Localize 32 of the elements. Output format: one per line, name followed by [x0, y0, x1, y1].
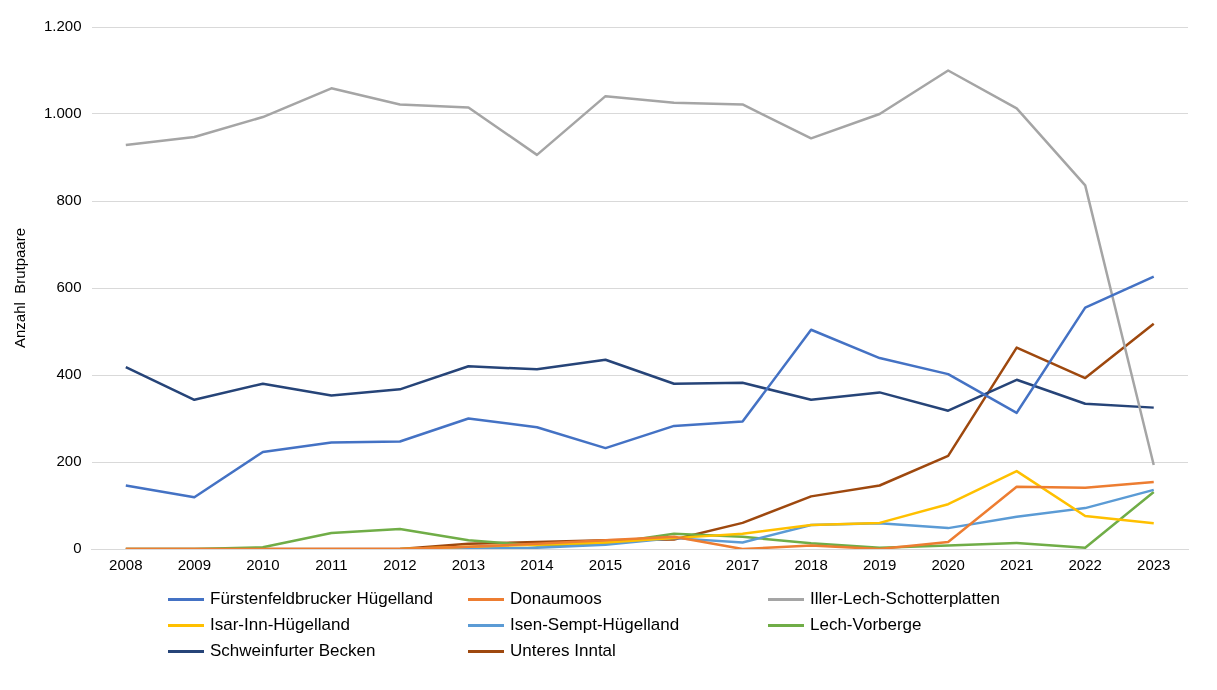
x-tick-label: 2008: [109, 556, 143, 574]
x-tick-label: 2018: [794, 556, 828, 574]
legend-label: Lech-Vorberge: [810, 615, 922, 635]
y-tick-label: 0: [73, 539, 82, 557]
x-tick-label: 2019: [862, 556, 897, 574]
y-axis-title: Anzahl Brutpaare: [11, 227, 29, 349]
y-tick-label: 200: [56, 452, 82, 470]
x-tick-label: 2015: [588, 556, 623, 574]
x-tick-label: 2014: [520, 556, 554, 574]
x-tick-label: 2013: [451, 556, 486, 574]
x-tick-label: 2009: [177, 556, 212, 574]
x-tick-label: 2020: [931, 556, 965, 574]
x-tick-label: 2017: [725, 556, 760, 574]
legend-label: Isar-Inn-Hügelland: [210, 615, 350, 635]
x-tick-label: 2010: [246, 556, 280, 574]
y-tick-label: 1.200: [43, 17, 82, 35]
x-tick-label: 2022: [1068, 556, 1102, 574]
legend-label: Unteres Inntal: [510, 641, 616, 661]
x-tick-label: 2011: [315, 556, 348, 574]
x-tick-label: 2012: [383, 556, 417, 574]
legend-label: Fürstenfeldbrucker Hügelland: [210, 589, 434, 609]
legend-label: Schweinfurter Becken: [210, 641, 376, 661]
y-tick-label: 600: [56, 278, 82, 296]
x-tick-label: 2016: [657, 556, 691, 574]
y-tick-label: 800: [56, 191, 82, 209]
x-tick-label: 2021: [999, 556, 1034, 574]
y-tick-label: 400: [56, 365, 82, 383]
legend-label: Donaumoos: [510, 589, 602, 609]
y-tick-label: 1.000: [43, 104, 82, 122]
legend-label: Iller-Lech-Schotterplatten: [810, 589, 1000, 609]
legend-label: Isen-Sempt-Hügelland: [510, 615, 680, 635]
x-tick-label: 2023: [1137, 556, 1171, 574]
